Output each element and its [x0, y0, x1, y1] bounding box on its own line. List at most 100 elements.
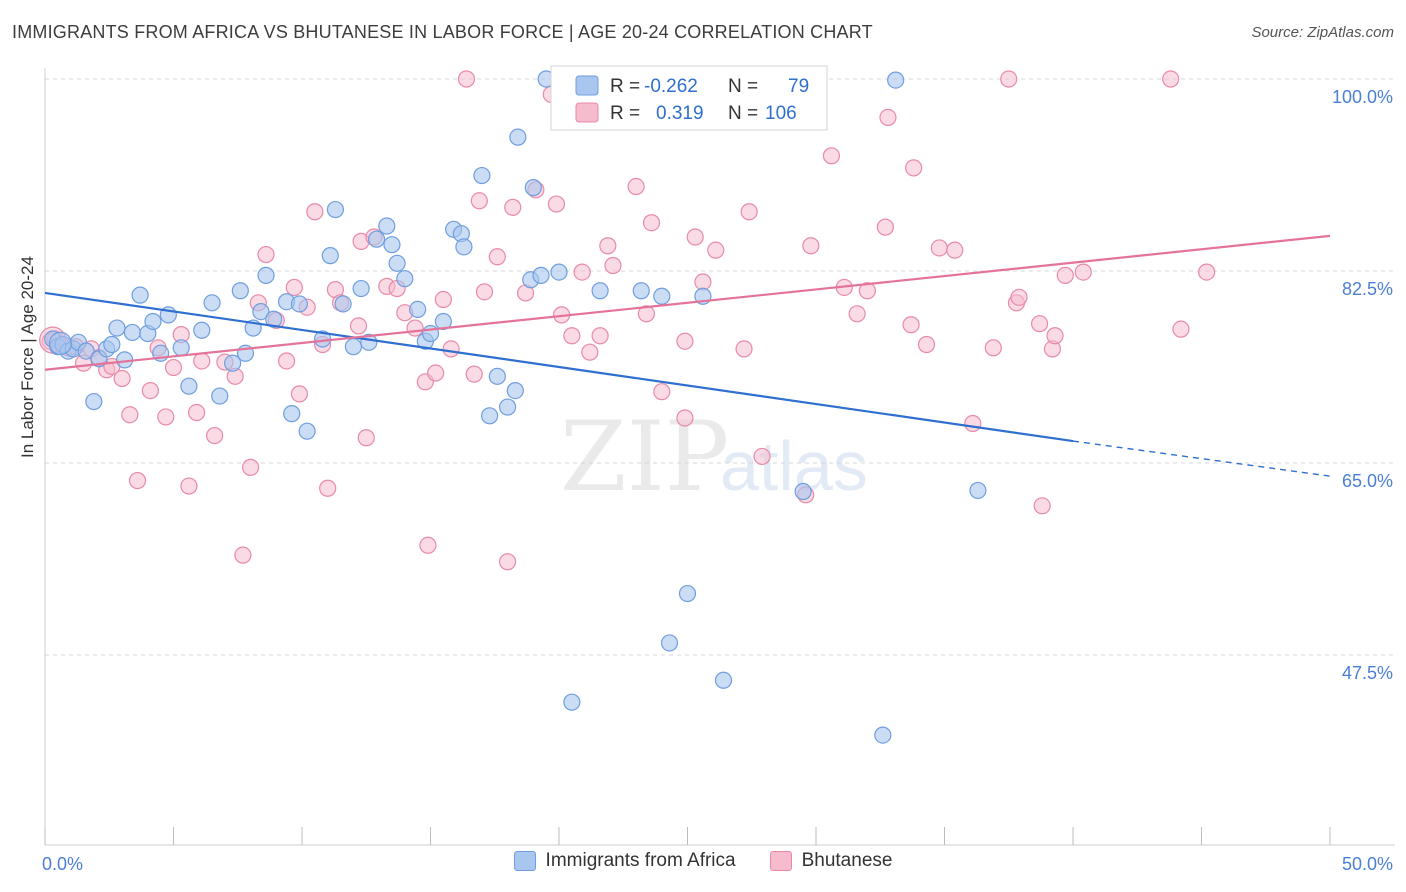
legend-n-value-1: 79	[788, 76, 809, 97]
legend-r-label-2: R =	[610, 103, 640, 124]
bhutanese-point	[930, 239, 948, 257]
bhutanese-point	[707, 241, 725, 259]
africa-point	[591, 282, 609, 300]
africa-point	[550, 263, 568, 281]
legend-r-value-1: -0.262	[644, 76, 698, 97]
africa-point	[678, 584, 697, 603]
africa-point	[123, 323, 141, 342]
africa-point	[499, 398, 517, 416]
bhutanese-point	[753, 447, 771, 466]
africa-point	[563, 693, 581, 711]
bhutanese-point	[504, 198, 522, 216]
africa-point	[172, 339, 190, 357]
africa-point	[506, 381, 524, 400]
legend-n-label-2: N =	[728, 103, 758, 124]
trend-lines	[44, 234, 1331, 477]
legend-r-value-2: 0.319	[656, 103, 704, 124]
africa-point	[524, 179, 542, 197]
legend-entry-africa[interactable]: Immigrants from Africa	[513, 850, 736, 872]
bhutanese-point	[676, 409, 694, 427]
gridlines	[45, 78, 1395, 656]
legend-n-value-2: 106	[765, 103, 797, 124]
stats-legend: R = -0.262 N = 79 R = 0.319 N = 106	[550, 65, 828, 131]
bhutanese-point	[234, 546, 252, 564]
africa-point	[653, 287, 671, 305]
africa-point	[257, 266, 275, 284]
bhutanese-point	[193, 352, 211, 370]
y-tick-label: 65.0%	[1342, 471, 1393, 491]
bhutanese-point	[946, 241, 964, 259]
bhutanese-point	[686, 228, 704, 246]
bhutanese-point	[848, 305, 866, 323]
x-tick-label-max: 50.0%	[1342, 854, 1393, 874]
legend-n-label-1: N =	[728, 76, 758, 97]
bhutanese-point	[735, 340, 753, 358]
legend-swatch-africa-icon	[513, 851, 536, 871]
bhutanese-point	[917, 335, 936, 354]
bhutanese-point	[465, 365, 483, 383]
bhutanese-point	[676, 332, 694, 350]
bhutanese-point	[277, 352, 296, 370]
africa-point	[488, 367, 506, 385]
bhutanese-point	[457, 70, 476, 88]
x-tick-label-min: 0.0%	[42, 854, 83, 874]
bhutanese-point	[475, 283, 494, 301]
africa-point	[193, 321, 211, 339]
bhutanese-point	[547, 195, 566, 213]
watermark-zip: ZIP	[560, 401, 729, 513]
africa-point	[378, 217, 396, 235]
africa-point	[473, 166, 491, 185]
bhutanese-point	[1172, 320, 1190, 338]
africa-point	[388, 254, 406, 272]
africa-point	[326, 200, 345, 219]
africa-point	[367, 230, 386, 248]
africa-point	[48, 331, 73, 356]
bhutanese-point	[591, 327, 609, 345]
africa-point	[231, 282, 249, 300]
bhutanese-point	[573, 263, 591, 281]
africa-point	[77, 342, 95, 360]
bhutanese-point	[499, 553, 517, 571]
bhutanese-point	[905, 159, 923, 177]
africa-point	[887, 71, 905, 89]
africa-point	[344, 338, 362, 356]
bhutanese-point	[180, 477, 198, 495]
bhutanese-point	[113, 369, 131, 388]
africa-point	[509, 128, 527, 146]
axes	[44, 68, 1395, 846]
africa-point	[85, 392, 103, 411]
bhutanese-point	[164, 358, 183, 377]
bhutanese-point	[357, 429, 375, 447]
bhutanese-point	[285, 278, 303, 297]
bhutanese-point	[902, 316, 920, 334]
bhutanese-point	[419, 536, 437, 554]
legend-label-africa: Immigrants from Africa	[545, 850, 736, 871]
bhutanese-point	[1162, 70, 1180, 88]
bhutanese-point	[141, 381, 159, 400]
bhutanese-point	[442, 340, 460, 358]
legend-entry-bhutanese[interactable]: Bhutanese	[769, 850, 892, 872]
africa-point	[131, 286, 149, 304]
y-tick-label: 47.5%	[1342, 663, 1393, 683]
africa-trend-extension	[1072, 440, 1331, 477]
bhutanese-point	[627, 177, 645, 196]
bhutanese-point	[802, 237, 820, 255]
africa-point	[334, 295, 352, 313]
bhutanese-point	[470, 192, 488, 210]
africa-point	[290, 295, 309, 313]
bhutanese-trend-line	[44, 234, 1331, 371]
africa-point	[969, 481, 987, 500]
africa-point	[252, 302, 270, 321]
bhutanese-point	[290, 385, 309, 403]
watermark: ZIP atlas	[560, 401, 868, 513]
africa-point	[660, 634, 679, 652]
bhutanese-point	[563, 327, 581, 345]
africa-point	[321, 247, 339, 265]
africa-point	[481, 407, 499, 425]
bhutanese-point	[257, 245, 275, 264]
chart-source: Source: ZipAtlas.com	[1251, 24, 1394, 41]
africa-point	[108, 319, 126, 337]
bhutanese-point	[604, 256, 622, 275]
africa-point	[632, 282, 650, 300]
bhutanese-point	[1074, 263, 1092, 281]
